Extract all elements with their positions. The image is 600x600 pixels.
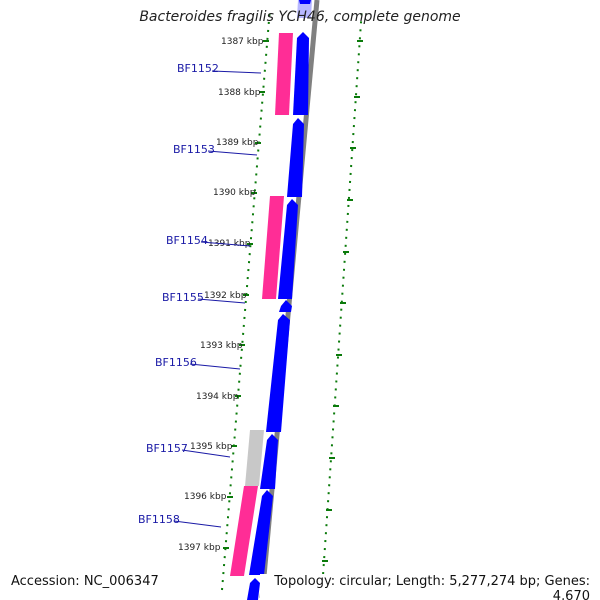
cds-bf1156[interactable]: [266, 314, 290, 432]
tick-label-1397: 1397 kbp: [178, 543, 221, 553]
gene-label-bf1153[interactable]: BF1153: [173, 143, 215, 156]
scale-ticks-right: [322, 40, 363, 562]
cds-bf1153[interactable]: [287, 118, 304, 197]
leader-bf1157: [181, 449, 231, 458]
feature-bf1152-pink[interactable]: [275, 33, 293, 115]
tick-label-1388: 1388 kbp: [218, 88, 261, 98]
tick-label-1390: 1390 kbp: [213, 188, 256, 198]
genome-summary: Topology: circular; Length: 5,277,274 bp…: [260, 574, 590, 600]
gene-label-bf1156[interactable]: BF1156: [155, 356, 197, 369]
leader-bf1155: [197, 298, 246, 304]
cds-bf1155[interactable]: [279, 300, 292, 312]
cds-bottom[interactable]: [247, 578, 260, 600]
leader-bf1153: [207, 150, 258, 156]
scale-ticks-left: [223, 40, 269, 549]
tick-label-1389: 1389 kbp: [216, 138, 259, 148]
cds-top[interactable]: [299, 0, 311, 4]
feature-bf1157-grey[interactable]: [245, 430, 264, 486]
leader-bf1154: [200, 241, 251, 247]
feature-bf1158-pink[interactable]: [230, 486, 258, 576]
leader-bf1152: [211, 70, 262, 74]
tick-label-1396: 1396 kbp: [184, 492, 227, 502]
map-title: Bacteroides fragilis YCH46, complete gen…: [139, 9, 461, 25]
feature-bf1154-pink[interactable]: [262, 196, 284, 299]
cds-top-light[interactable]: [297, 0, 312, 18]
gene-label-bf1155[interactable]: BF1155: [162, 291, 204, 304]
gene-label-bf1158[interactable]: BF1158: [138, 513, 180, 526]
tick-label-1387: 1387 kbp: [221, 37, 264, 47]
outer-dotted-ring-2: [321, 7, 363, 591]
gene-label-bf1154[interactable]: BF1154: [166, 234, 208, 247]
tick-label-1393: 1393 kbp: [200, 341, 243, 351]
cds-bf1158[interactable]: [249, 490, 273, 575]
outer-dotted-ring: [221, 7, 271, 591]
tick-label-1395: 1395 kbp: [190, 442, 233, 452]
cds-bf1157[interactable]: [260, 434, 278, 489]
accession-text: Accession: NC_006347: [9, 574, 161, 589]
cds-bf1152[interactable]: [293, 32, 309, 115]
leader-bf1156: [189, 363, 241, 370]
tick-label-1394: 1394 kbp: [196, 392, 239, 402]
cds-bf1154[interactable]: [278, 199, 298, 299]
leader-bf1158: [173, 520, 222, 528]
gene-label-bf1152[interactable]: BF1152: [177, 62, 219, 75]
gene-label-bf1157[interactable]: BF1157: [146, 442, 188, 455]
tick-label-1392: 1392 kbp: [204, 291, 247, 301]
